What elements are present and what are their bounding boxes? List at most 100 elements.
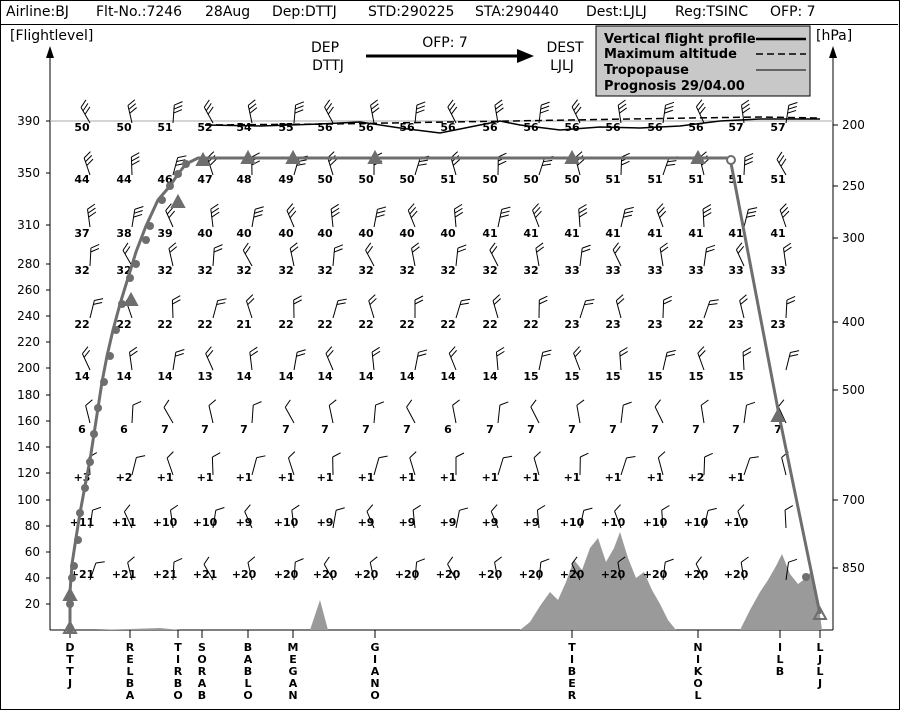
- waypoint-letter: J: [67, 677, 72, 690]
- temp-value: +1: [647, 471, 664, 484]
- barb-feather: [658, 451, 666, 458]
- barb-feather: [169, 246, 178, 253]
- barb-feather: [654, 399, 661, 408]
- barb-feather: [253, 401, 262, 406]
- temp-value: 22: [278, 318, 293, 331]
- barb-staff: [323, 564, 334, 581]
- barb-staff: [776, 159, 787, 176]
- left-axis-title: [Flightlevel]: [10, 28, 93, 44]
- wind-barb: [131, 400, 142, 424]
- barb-feather: [460, 302, 469, 306]
- barb-feather: [540, 109, 549, 114]
- barb-staff: [785, 562, 790, 581]
- temp-value: 41: [688, 227, 703, 240]
- barb-feather: [703, 212, 712, 218]
- temp-value: +1: [157, 471, 174, 484]
- barb-feather: [571, 556, 578, 565]
- barb-feather: [328, 399, 337, 406]
- barb-staff: [578, 209, 581, 228]
- barb-staff: [169, 510, 174, 529]
- temp-value: 50: [116, 121, 132, 134]
- legend-box: [595, 25, 811, 97]
- barb-feather: [695, 556, 702, 565]
- barb-staff: [654, 406, 664, 424]
- barb-feather: [616, 294, 624, 301]
- barb-feather: [335, 507, 345, 511]
- wind-barb: [327, 151, 337, 176]
- barb-staff: [414, 562, 418, 581]
- temp-value: 40: [399, 227, 415, 240]
- wind-barb: [373, 206, 387, 228]
- wind-barb: [695, 556, 705, 581]
- barb-staff: [533, 457, 540, 476]
- barb-feather: [457, 248, 467, 253]
- barb-feather: [700, 399, 709, 406]
- barb-feather: [327, 106, 334, 115]
- wind-barb: [205, 346, 214, 371]
- wind-barb: [455, 244, 467, 267]
- right-axis-arrow: [829, 46, 837, 58]
- barb-feather: [619, 347, 628, 353]
- fl-tick-label: 200: [17, 361, 40, 375]
- wind-barb: [127, 99, 137, 124]
- barb-feather: [614, 246, 621, 254]
- barb-staff: [293, 562, 296, 581]
- barb-feather: [621, 152, 630, 158]
- barb-feather: [332, 452, 341, 458]
- waypoint-marker-nikol: [690, 149, 706, 164]
- temp-value: +10: [274, 516, 299, 529]
- barb-feather: [208, 399, 217, 406]
- waypoint-letter: O: [173, 689, 182, 702]
- wind-barb: [412, 504, 421, 529]
- temp-value: 7: [161, 423, 169, 436]
- barb-staff: [127, 562, 133, 581]
- barb-feather: [665, 101, 675, 106]
- temp-value: 40: [197, 227, 213, 240]
- barb-feather: [327, 349, 334, 358]
- temp-value: 15: [564, 370, 579, 383]
- route-dest-label: DEST: [546, 40, 584, 56]
- climb-point: [142, 236, 150, 244]
- barb-feather: [495, 103, 504, 110]
- wind-barb: [452, 399, 460, 424]
- barb-staff: [407, 210, 416, 228]
- waypoint-letter: B: [174, 677, 182, 690]
- wind-barb: [81, 346, 91, 371]
- barb-feather: [129, 107, 137, 114]
- temp-value: 56: [482, 121, 498, 134]
- barb-feather: [136, 455, 146, 459]
- barb-feather: [174, 101, 183, 106]
- barb-staff: [368, 300, 375, 319]
- barb-feather: [489, 242, 496, 251]
- wind-barb: [785, 102, 798, 124]
- barb-staff: [579, 248, 583, 267]
- wind-barb: [662, 101, 675, 124]
- barb-staff: [293, 352, 298, 371]
- barb-feather: [454, 207, 463, 214]
- waypoint-letter: N: [693, 641, 702, 654]
- fl-tick-label: 390: [17, 114, 40, 128]
- barb-feather: [577, 159, 585, 166]
- wind-barb: [163, 399, 174, 424]
- temp-value: +11: [112, 516, 137, 529]
- barb-staff: [538, 562, 542, 581]
- barb-feather: [575, 106, 582, 115]
- barb-staff: [210, 209, 214, 228]
- barb-feather: [82, 103, 89, 112]
- temp-value: 32: [358, 264, 373, 277]
- waypoint-letter: O: [370, 689, 379, 702]
- barb-staff: [702, 208, 705, 228]
- temp-value: 7: [403, 423, 411, 436]
- temp-value: 41: [647, 227, 662, 240]
- wind-barb: [249, 346, 259, 371]
- hpa-tick-label: 500: [842, 383, 865, 397]
- barb-feather: [289, 242, 298, 249]
- barb-feather: [377, 206, 387, 210]
- temp-value: 51: [770, 173, 785, 186]
- wind-barb: [538, 558, 550, 581]
- barb-feather: [778, 155, 785, 164]
- wind-barb: [612, 242, 622, 267]
- temp-value: 33: [605, 264, 620, 277]
- wind-barb: [166, 451, 174, 476]
